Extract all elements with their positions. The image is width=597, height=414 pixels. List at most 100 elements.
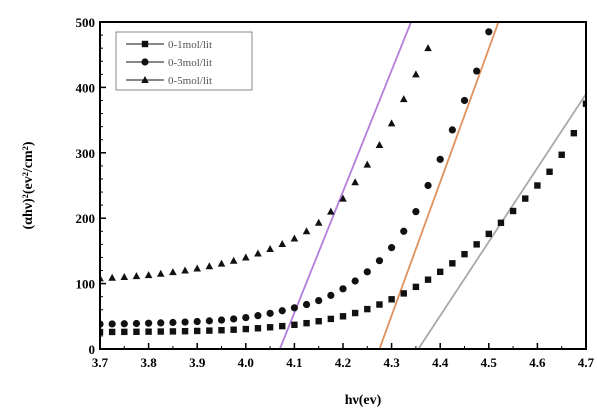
x-tick-label: 4.5 [481, 355, 498, 370]
data-point [375, 140, 384, 148]
data-point [133, 328, 140, 335]
data-point [229, 256, 238, 264]
data-point [339, 194, 347, 202]
data-point [266, 244, 274, 252]
data-point [424, 181, 432, 190]
data-point [339, 313, 347, 320]
series-2 [100, 28, 493, 328]
data-point [399, 95, 408, 103]
data-point [254, 312, 262, 320]
data-point [120, 273, 129, 281]
legend: 0-1mol/lit 0-3mol/lit 0-5mol/lit [115, 31, 253, 91]
data-point [120, 320, 128, 328]
data-point [388, 296, 395, 303]
data-point [303, 319, 310, 327]
data-point [205, 262, 214, 270]
data-point [302, 300, 311, 309]
data-point [412, 283, 420, 291]
data-point [570, 129, 578, 137]
data-point [412, 70, 420, 78]
data-point [290, 304, 298, 312]
data-point [169, 328, 177, 335]
data-point [485, 28, 493, 36]
data-point [387, 119, 396, 127]
y-tick-label: 500 [76, 15, 96, 30]
data-point [181, 318, 189, 326]
data-point [546, 168, 553, 175]
y-tick-label: 300 [76, 146, 96, 161]
data-point [302, 227, 311, 235]
data-point [460, 96, 469, 105]
ticks: 3.7 3.8 3.9 4.0 4.1 4.2 4.3 4.4 4.5 4.6 4.7 0 100 200… [76, 15, 595, 370]
data-point [218, 327, 225, 334]
legend-label: 0-5mol/lit [168, 75, 212, 87]
data-point [290, 234, 299, 242]
data-point [376, 301, 383, 308]
data-point [351, 277, 359, 285]
data-point [132, 272, 141, 280]
y-tick-label: 400 [76, 80, 96, 95]
x-tick-label: 4.6 [529, 355, 546, 370]
x-tick-label: 4.7 [578, 355, 595, 370]
data-point [558, 151, 565, 158]
data-point [351, 178, 359, 186]
y-tick-label: 200 [76, 211, 96, 226]
data-point [156, 269, 165, 277]
x-tick-label: 3.7 [92, 355, 109, 370]
data-point [181, 328, 189, 335]
data-point [364, 305, 371, 313]
data-point [157, 328, 164, 335]
data-points [100, 28, 586, 336]
data-point [534, 182, 541, 189]
x-tick-label: 4.1 [286, 355, 302, 370]
data-point [100, 328, 104, 336]
data-point [181, 266, 189, 274]
legend-marker [141, 58, 149, 66]
data-point [266, 324, 274, 331]
legend-label: 0-3mol/lit [168, 57, 212, 69]
data-point [194, 327, 201, 335]
data-point [461, 250, 468, 258]
data-point [449, 260, 456, 267]
data-point [363, 268, 371, 276]
legend-label: 0-1mol/lit [168, 39, 212, 51]
data-point [339, 285, 347, 293]
data-point [327, 207, 335, 215]
data-point [242, 314, 250, 322]
data-point [412, 208, 420, 216]
data-point [424, 44, 432, 52]
data-point [400, 290, 407, 297]
data-point [424, 276, 432, 283]
data-point [145, 319, 153, 327]
data-point [278, 307, 286, 315]
data-point [145, 328, 152, 335]
data-point [278, 240, 287, 248]
y-tick-label: 0 [89, 342, 96, 357]
x-tick-label: 4.3 [383, 355, 400, 370]
y-axis-title: (αhν)²(ev²/cm²) [21, 141, 36, 229]
data-point [279, 322, 286, 330]
x-tick-label: 4.2 [335, 355, 351, 370]
data-point [108, 320, 116, 328]
data-point [291, 321, 298, 329]
data-point [266, 309, 274, 317]
data-point [108, 273, 116, 281]
data-point [497, 219, 505, 226]
data-point [157, 319, 165, 327]
data-point [242, 253, 250, 261]
data-point [144, 271, 153, 279]
data-point [206, 327, 213, 334]
data-point [193, 317, 201, 326]
series-1 [100, 100, 586, 336]
data-point [193, 264, 201, 272]
data-point [169, 318, 177, 327]
fit-line-2 [378, 22, 500, 349]
legend-marker [141, 40, 149, 48]
data-point [327, 315, 335, 323]
data-point [436, 155, 444, 163]
data-point [448, 126, 456, 134]
data-point [230, 326, 237, 333]
data-point [230, 315, 238, 323]
data-point [254, 325, 262, 332]
